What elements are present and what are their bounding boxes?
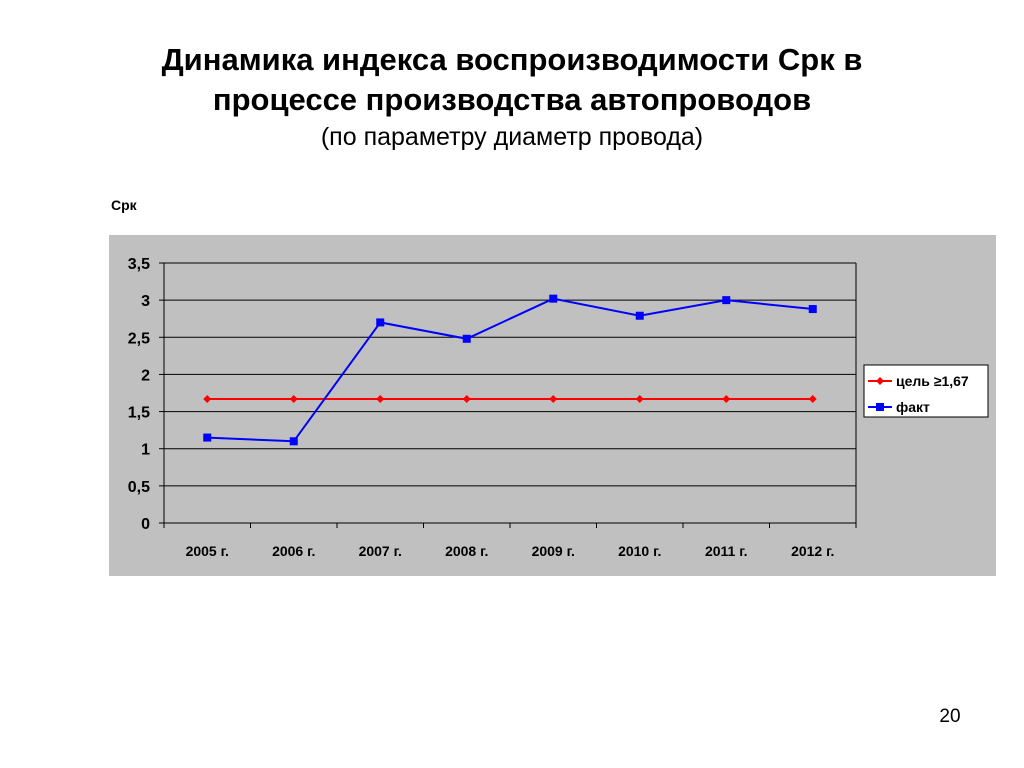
data-point: [289, 394, 298, 403]
y-tick-labels: 0 0,5 1 1,5 2 2,5 3 3,5: [128, 256, 150, 533]
data-point: [289, 437, 298, 446]
y-tick-label: 1: [141, 442, 150, 459]
x-tick-label: 2005 г.: [186, 543, 229, 559]
legend: цель ≥1,67 факт: [863, 364, 989, 418]
slide-title-line-1: Динамика индекса воспроизводимости Срк в: [161, 42, 863, 77]
data-point: [462, 334, 471, 343]
x-tick-label: 2006 г.: [272, 543, 315, 559]
data-point: [203, 394, 212, 403]
y-tick-label: 2,5: [128, 330, 150, 347]
data-point: [722, 394, 731, 403]
x-tick-label: 2009 г.: [532, 543, 575, 559]
y-axis-label: Срк: [111, 197, 137, 213]
legend-swatch-marker: [876, 377, 884, 385]
y-tick-label: 0,5: [128, 479, 150, 496]
series-line: [207, 297, 813, 443]
y-tick-label: 1,5: [128, 405, 150, 422]
legend-label: цель ≥1,67: [896, 373, 969, 389]
page-number: 20: [939, 706, 961, 727]
data-point: [376, 318, 385, 327]
data-point: [549, 294, 558, 303]
y-tick-label: 2: [141, 367, 150, 384]
data-point: [203, 433, 212, 442]
series-1: [203, 394, 817, 403]
x-tick-label: 2012 г.: [791, 543, 834, 559]
data-point: [376, 394, 385, 403]
data-point: [808, 305, 817, 314]
x-tick-label: 2007 г.: [359, 543, 402, 559]
legend-swatch-marker: [876, 403, 884, 411]
x-tick-labels: 2005 г. 2006 г. 2007 г. 2008 г. 2009 г. 2010 …: [186, 543, 835, 559]
series: [203, 294, 817, 446]
y-tick-label: 3: [141, 293, 150, 310]
legend-box: [863, 364, 989, 418]
x-tick-label: 2008 г.: [445, 543, 488, 559]
slide-subtitle: (по параметру диаметр провода): [320, 123, 704, 151]
y-tick-label: 0: [141, 516, 150, 533]
legend-item: факт: [868, 399, 930, 415]
legend-item: цель ≥1,67: [868, 373, 969, 389]
data-point: [549, 394, 558, 403]
data-point: [722, 296, 731, 305]
slide-title-line-2: процессе производства автопроводов: [212, 82, 812, 117]
y-tick-label: 3,5: [128, 256, 150, 273]
x-tick-label: 2010 г.: [618, 543, 661, 559]
axes: [159, 262, 857, 528]
data-point: [635, 394, 644, 403]
legend-label: факт: [896, 399, 930, 415]
series-2: [203, 294, 817, 446]
data-point: [462, 394, 471, 403]
data-point: [808, 394, 817, 403]
x-tick-label: 2011 г.: [705, 543, 748, 559]
data-point: [635, 311, 644, 320]
chart-area: [109, 235, 996, 576]
